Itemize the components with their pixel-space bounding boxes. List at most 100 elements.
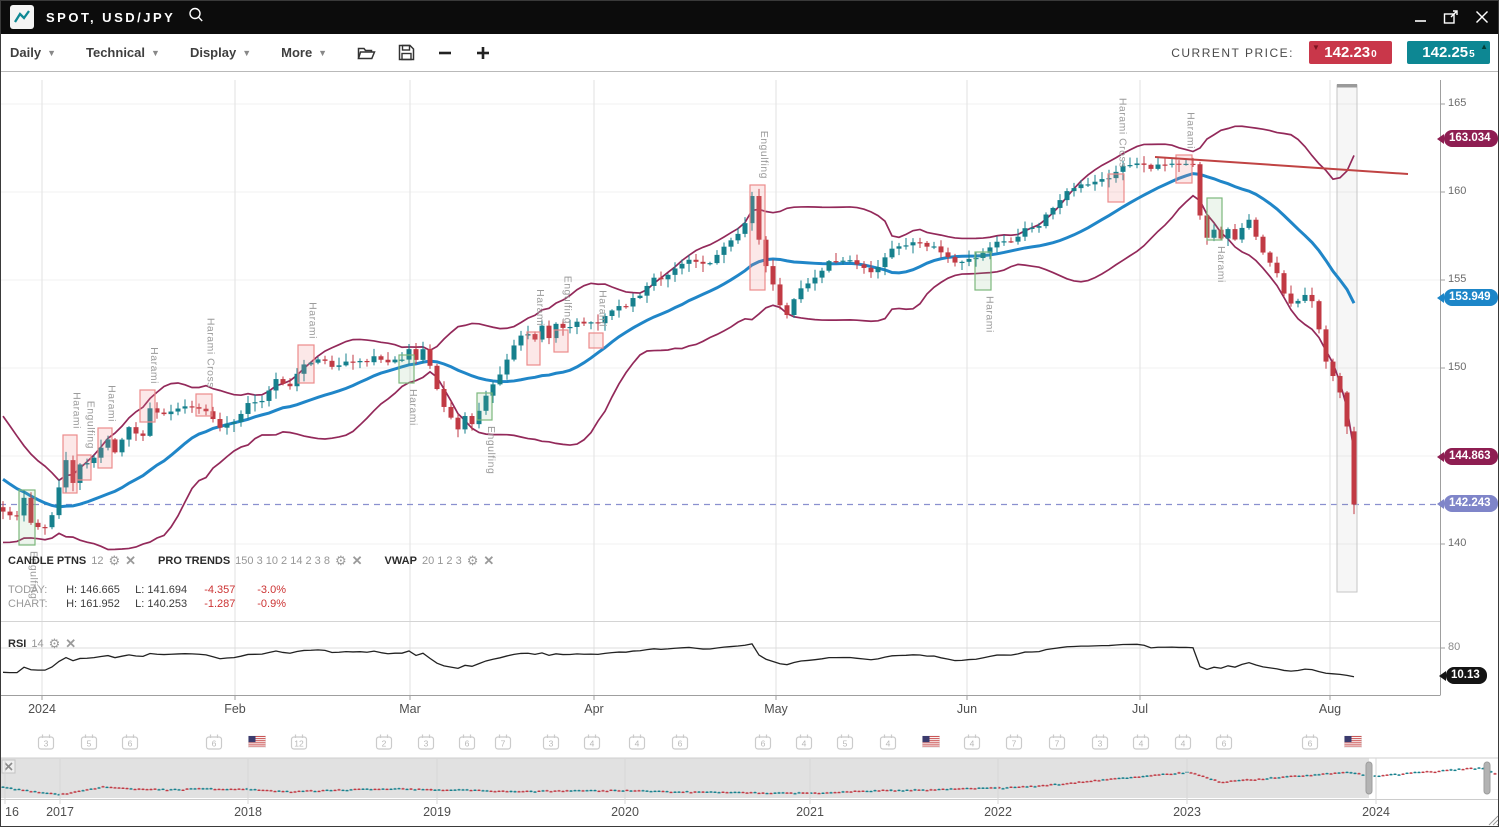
event-calendar-icon[interactable]: 6	[205, 734, 223, 750]
nav-candle	[69, 792, 73, 794]
event-calendar-icon[interactable]: 3	[542, 734, 560, 750]
nav-candle	[429, 789, 433, 791]
resize-grip[interactable]	[1488, 815, 1499, 826]
candle	[525, 334, 531, 336]
popout-button[interactable]	[1443, 9, 1459, 25]
close-icon[interactable]: ✕	[65, 636, 77, 651]
pattern-box[interactable]	[974, 251, 992, 291]
pattern-box[interactable]	[476, 392, 493, 421]
ask-price-button[interactable]: ▲ 142.25 5	[1407, 41, 1490, 64]
nav-candle	[781, 792, 785, 794]
candle	[245, 403, 251, 414]
event-calendar-icon[interactable]: 12	[290, 734, 308, 750]
navigator-drag-handle[interactable]	[1483, 761, 1491, 795]
gear-icon[interactable]: ⚙	[48, 636, 61, 651]
navigator-selected-range[interactable]	[1369, 758, 1499, 798]
event-calendar-icon[interactable]: 4	[795, 734, 813, 750]
menu-more[interactable]: More ▼	[281, 45, 328, 60]
nav-candle	[273, 790, 277, 793]
event-calendar-icon[interactable]: 5	[80, 734, 98, 750]
pattern-box[interactable]	[1206, 197, 1223, 241]
pattern-box[interactable]	[76, 454, 92, 481]
event-calendar-icon[interactable]: 6	[1215, 734, 1233, 750]
menu-display[interactable]: Display ▼	[189, 45, 252, 60]
pattern-box[interactable]	[588, 332, 604, 349]
nav-candle	[857, 790, 861, 793]
event-calendar-icon[interactable]: 3	[417, 734, 435, 750]
gear-icon[interactable]: ⚙	[466, 553, 479, 568]
pattern-box[interactable]	[1107, 173, 1125, 203]
close-icon[interactable]: ✕	[483, 553, 495, 568]
us-flag-icon[interactable]	[1344, 735, 1362, 748]
event-calendar-icon[interactable]: 6	[458, 734, 476, 750]
navigator-close-button[interactable]	[1, 759, 16, 774]
event-calendar-icon[interactable]: 4	[1132, 734, 1150, 750]
event-calendar-icon[interactable]: 4	[628, 734, 646, 750]
trendline[interactable]	[1154, 156, 1409, 175]
chevron-down-icon: ▼	[318, 47, 328, 58]
nav-candle	[433, 789, 437, 791]
bid-price-button[interactable]: ▼ 142.23 0	[1309, 41, 1392, 64]
pattern-box[interactable]	[195, 393, 213, 417]
pattern-box[interactable]	[398, 354, 415, 384]
selection-handle[interactable]	[1337, 84, 1357, 88]
event-calendar-icon[interactable]: 7	[1048, 734, 1066, 750]
pattern-box[interactable]	[97, 427, 113, 469]
chart-change: -1.287	[204, 598, 236, 610]
event-calendar-icon[interactable]: 7	[494, 734, 512, 750]
close-icon[interactable]: ✕	[351, 553, 363, 568]
nav-candle	[801, 792, 805, 794]
event-calendar-icon[interactable]: 4	[963, 734, 981, 750]
candle	[854, 260, 860, 265]
gear-icon[interactable]: ⚙	[108, 553, 121, 568]
chart-selection-region[interactable]	[1336, 84, 1358, 593]
event-calendar-icon[interactable]: 4	[879, 734, 897, 750]
event-calendar-icon[interactable]: 3	[37, 734, 55, 750]
event-calendar-icon[interactable]: 2	[375, 734, 393, 750]
us-flag-icon[interactable]	[922, 735, 940, 748]
navigator-track[interactable]	[0, 758, 1499, 798]
pattern-box[interactable]	[749, 184, 766, 291]
pattern-box[interactable]	[297, 344, 315, 384]
save-icon[interactable]	[398, 44, 415, 61]
pattern-box[interactable]	[62, 434, 78, 494]
pattern-box[interactable]	[526, 331, 541, 366]
event-calendar-icon[interactable]: 3	[1091, 734, 1109, 750]
event-calendar-icon[interactable]: 6	[121, 734, 139, 750]
search-icon[interactable]	[187, 6, 205, 29]
svg-text:6: 6	[678, 739, 683, 749]
pattern-box[interactable]	[1175, 154, 1193, 184]
event-calendar-icon[interactable]: 5	[836, 734, 854, 750]
gear-icon[interactable]: ⚙	[334, 553, 347, 568]
month-label: May	[764, 702, 788, 716]
candle	[917, 242, 923, 244]
nav-candle	[285, 790, 289, 793]
event-calendar-icon[interactable]: 6	[671, 734, 689, 750]
close-icon[interactable]: ✕	[125, 553, 137, 568]
candle	[1064, 191, 1070, 201]
minimize-button[interactable]	[1414, 11, 1427, 24]
pattern-box[interactable]	[18, 489, 36, 546]
nav-candle	[1385, 774, 1389, 776]
nav-candle	[809, 792, 813, 794]
open-folder-icon[interactable]	[357, 45, 376, 61]
chart-area[interactable]: Engulfing Harami Engulfing Harami Harami Hara…	[0, 72, 1499, 827]
us-flag-icon[interactable]	[248, 735, 266, 748]
event-calendar-icon[interactable]: 7	[1005, 734, 1023, 750]
event-calendar-icon[interactable]: 4	[583, 734, 601, 750]
event-calendar-icon[interactable]: 4	[1174, 734, 1192, 750]
menu-daily[interactable]: Daily ▼	[10, 45, 56, 60]
candle	[483, 395, 489, 411]
candle	[1015, 236, 1021, 242]
zoom-out-button[interactable]	[437, 45, 453, 61]
navigator-drag-handle[interactable]	[1365, 761, 1373, 795]
pattern-box[interactable]	[553, 329, 569, 353]
event-calendar-icon[interactable]: 6	[1301, 734, 1319, 750]
legend-pro-trends: PRO TRENDS 150 3 10 2 14 2 3 8 ⚙ ✕	[158, 553, 363, 569]
pattern-box[interactable]	[139, 389, 156, 423]
zoom-in-button[interactable]	[475, 45, 491, 61]
candle	[217, 419, 223, 428]
event-calendar-icon[interactable]: 6	[754, 734, 772, 750]
menu-technical[interactable]: Technical ▼	[86, 45, 160, 60]
close-button[interactable]	[1475, 10, 1489, 24]
